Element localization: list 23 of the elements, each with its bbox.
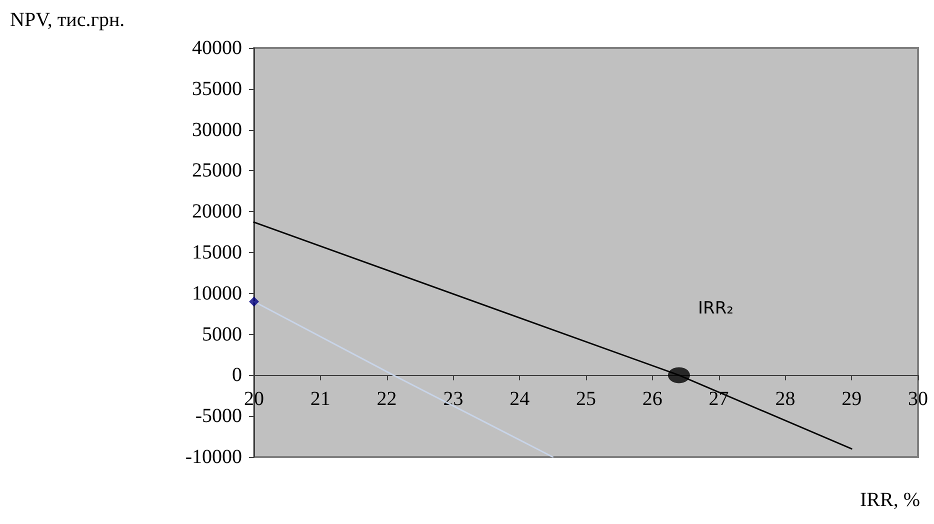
y-tick-label: 25000 (192, 160, 242, 182)
y-tick-label: 10000 (192, 282, 242, 304)
y-tick-label: 40000 (192, 37, 242, 59)
y-tick-label: -10000 (185, 446, 242, 468)
y-tick-label: 20000 (192, 200, 242, 223)
x-tick-label: 30 (908, 388, 928, 410)
x-tick-label: 22 (376, 388, 397, 410)
x-tick-label: 25 (576, 388, 596, 410)
x-tick-label: 21 (310, 388, 330, 410)
y-tick-label: 0 (232, 364, 242, 386)
x-tick-label: 27 (708, 388, 729, 410)
x-tick-label: 28 (775, 388, 796, 410)
y-tick-label: -5000 (195, 405, 242, 428)
x-tick-label: 26 (642, 388, 662, 410)
y-tick-label: 35000 (192, 78, 242, 100)
x-tick-label: 24 (510, 388, 530, 410)
x-axis-title: IRR, % (860, 489, 920, 511)
annotation: IRR₂ (698, 298, 734, 318)
y-tick-label: 15000 (192, 242, 242, 264)
y-axis-title: NPV, тис.грн. (10, 9, 125, 31)
y-tick-label: 30000 (192, 118, 242, 141)
y-tick-label: 5000 (202, 323, 242, 346)
x-tick-label: 29 (842, 388, 862, 410)
